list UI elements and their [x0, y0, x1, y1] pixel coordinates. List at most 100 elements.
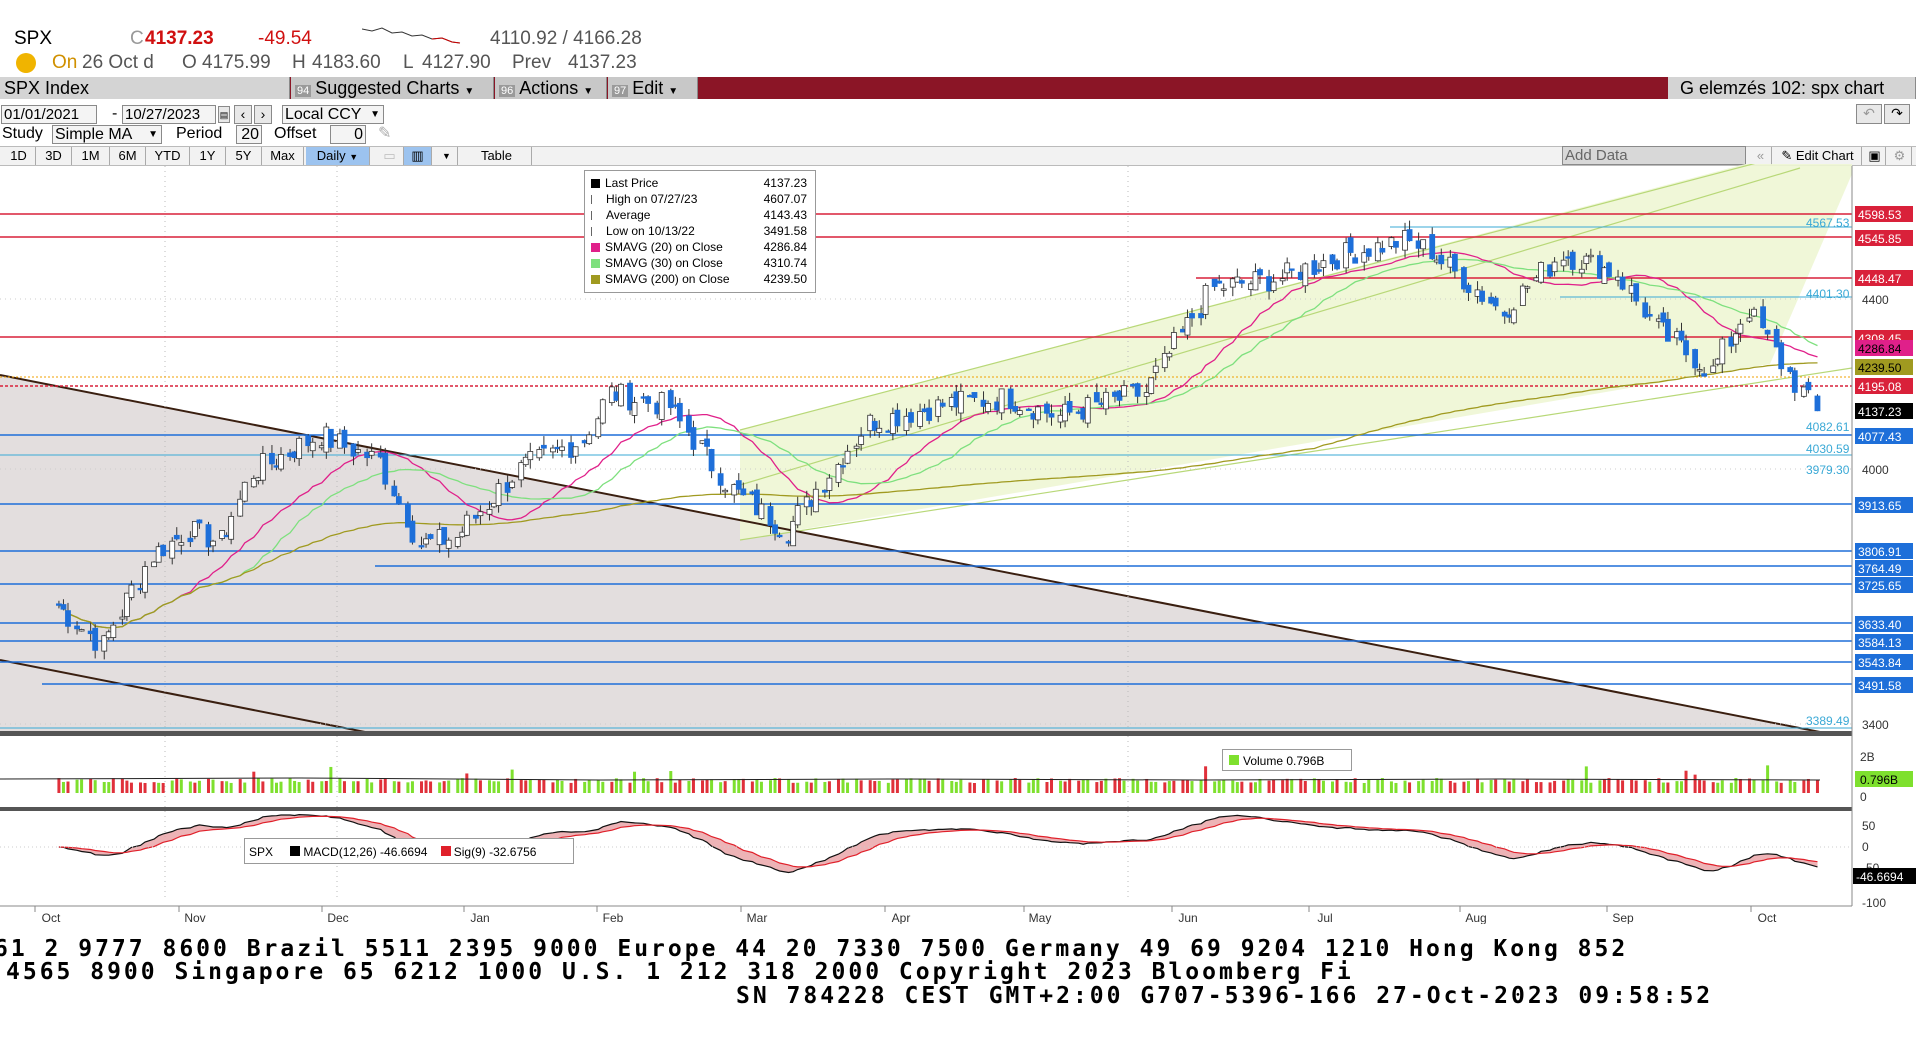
period-ytd[interactable]: YTD: [146, 147, 190, 165]
period-3d[interactable]: 3D: [36, 147, 72, 165]
volume-bar: [238, 779, 242, 793]
period-max[interactable]: Max: [262, 147, 304, 165]
volume-bar: [1009, 779, 1013, 793]
macd-legend[interactable]: SPX MACD(12,26) -46.6694 Sig(9) -32.6756: [244, 838, 574, 864]
candle-body: [1311, 260, 1318, 275]
month-label: Sep: [1612, 911, 1634, 924]
chart-legend[interactable]: Last Price 4137.23 High on 07/27/23 4607.07…: [584, 170, 816, 293]
candle-body: [409, 520, 416, 543]
collapse-icon[interactable]: «: [1750, 147, 1772, 165]
volume-bar: [877, 780, 881, 793]
candle-body: [1451, 253, 1458, 272]
settings-gear-icon[interactable]: ⚙: [1888, 147, 1912, 165]
security-field[interactable]: SPX Index: [0, 77, 290, 99]
last-prefix: C: [130, 28, 144, 49]
edit-button[interactable]: 97 Edit ▼: [608, 77, 698, 99]
undo-button[interactable]: ↶: [1856, 104, 1882, 124]
prev-value: 4137.23: [568, 52, 637, 73]
level-label: 4082.61: [1806, 420, 1850, 434]
candle-body: [309, 441, 316, 452]
suggested-charts-button[interactable]: 94 Suggested Charts ▼: [291, 77, 494, 99]
candlesticks: [56, 220, 1821, 660]
edit-chart-button[interactable]: ✎ Edit Chart: [1774, 147, 1862, 165]
candle-body: [1406, 229, 1413, 242]
volume-bar: [297, 782, 301, 793]
prev-period-button[interactable]: ‹: [234, 105, 252, 124]
period-1y[interactable]: 1Y: [190, 147, 226, 165]
volume-bar: [279, 781, 283, 793]
volume-bar: [1380, 778, 1384, 793]
chart-type-bar-icon[interactable]: ▥: [404, 147, 432, 165]
volume-bar: [1281, 780, 1285, 793]
volume-legend[interactable]: Volume 0.796B: [1222, 749, 1352, 771]
volume-bar: [460, 778, 464, 793]
volume-bar: [1553, 780, 1557, 793]
volume-bar: [442, 781, 446, 793]
period-1m[interactable]: 1M: [72, 147, 110, 165]
candle-body: [355, 449, 361, 453]
next-period-button[interactable]: ›: [254, 105, 272, 124]
candle-body: [1438, 254, 1445, 265]
volume-bar: [1104, 778, 1108, 793]
volume-bar: [1290, 779, 1294, 793]
macd-tick: 0: [1862, 840, 1869, 854]
frequency-select[interactable]: Daily ▼: [306, 147, 370, 165]
volume-bar: [1621, 780, 1625, 793]
candle-body: [658, 392, 665, 420]
macd-tag: [1853, 868, 1916, 884]
candle-body: [1633, 283, 1640, 302]
candle-body: [1732, 333, 1739, 345]
volume-bar: [628, 782, 632, 793]
volume-bar: [1734, 778, 1738, 793]
volume-bar: [1766, 765, 1770, 793]
add-data-field[interactable]: Add Data: [1562, 146, 1746, 165]
chevron-down-icon: ▼: [668, 86, 679, 97]
candle-body: [1560, 259, 1567, 267]
end-date-field[interactable]: 10/27/2023: [122, 105, 216, 124]
candle-body: [627, 382, 633, 411]
volume-bar: [528, 779, 532, 793]
export-icon[interactable]: ▣: [1864, 147, 1886, 165]
currency-select[interactable]: Local CCY ▼: [282, 105, 384, 124]
security-name: SPX Index: [4, 78, 90, 98]
candle-body: [826, 477, 833, 491]
volume-bar: [1389, 781, 1393, 793]
chart-type-line-icon[interactable]: ▭: [376, 147, 404, 165]
candle-body: [423, 538, 429, 545]
volume-bar: [614, 778, 618, 793]
legend-swatch: [591, 195, 601, 205]
start-date-field[interactable]: 01/01/2021: [1, 105, 97, 124]
candle-body: [441, 527, 448, 545]
offset-field[interactable]: 0: [330, 125, 366, 144]
day-range: 4110.92 / 4166.28: [490, 28, 642, 49]
candle-body: [472, 514, 479, 519]
period-5y[interactable]: 5Y: [226, 147, 262, 165]
period-field[interactable]: 20: [236, 125, 262, 144]
candle-body: [631, 402, 638, 416]
legend-value: 4143.43: [763, 208, 807, 222]
volume-bar: [1711, 782, 1715, 793]
volume-bar: [1217, 780, 1221, 793]
chart-type-dropdown[interactable]: ▼: [436, 147, 458, 165]
study-select[interactable]: Simple MA ▼: [52, 125, 162, 144]
period-6m[interactable]: 6M: [110, 147, 146, 165]
macd-fill: [58, 814, 1818, 873]
period-1d[interactable]: 1D: [2, 147, 36, 165]
price-chart[interactable]: 4598.534567.534545.854448.474401.304308.…: [0, 164, 1916, 924]
volume-bar: [986, 779, 990, 793]
volume-bar: [1634, 780, 1638, 793]
actions-button[interactable]: 96 Actions ▼: [495, 77, 607, 99]
volume-bar: [89, 778, 93, 793]
pencil-icon[interactable]: ✎: [378, 125, 392, 142]
price-tick: 4400: [1862, 293, 1889, 307]
volume-bar: [365, 778, 369, 793]
volume-bar: [610, 781, 614, 793]
table-button[interactable]: Table: [462, 147, 532, 165]
candle-body: [1519, 285, 1526, 306]
candle-body: [767, 506, 774, 526]
candle-body: [903, 415, 910, 431]
volume-bar: [982, 779, 986, 793]
redo-button[interactable]: ↷: [1884, 104, 1910, 124]
calendar-icon[interactable]: ▤: [218, 106, 230, 123]
volume-bar: [1235, 782, 1239, 793]
